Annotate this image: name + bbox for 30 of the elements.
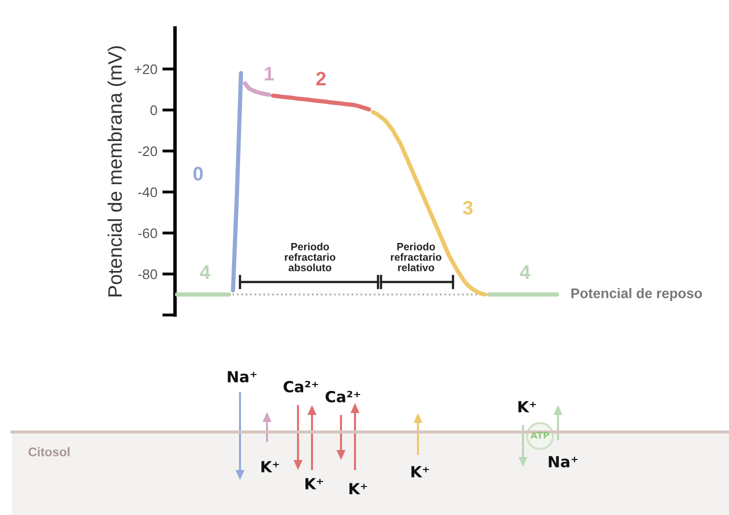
text: K⁺ <box>261 461 279 472</box>
line-series <box>270 94 372 112</box>
text: K⁺ <box>305 478 323 490</box>
ref-line-label: Potencial de reposo <box>571 288 702 301</box>
y-tick-label: 0 <box>150 105 158 116</box>
text: ATP <box>530 432 550 438</box>
series-label: 2 <box>316 72 326 86</box>
annotation: Periodo refractario relativo <box>390 242 442 272</box>
text: Citosol <box>28 447 70 456</box>
series-label: 3 <box>462 200 473 215</box>
series-label: 1 <box>264 67 274 80</box>
y-tick-label: +20 <box>134 64 158 74</box>
text: K⁺ <box>518 401 536 412</box>
annotation: Periodo refractario absoluto <box>284 242 336 272</box>
line-series <box>370 110 488 297</box>
y-tick-label: -20 <box>138 146 158 156</box>
text: Na⁺ <box>548 456 578 468</box>
text: K⁺ <box>411 466 429 478</box>
series-label: 4 <box>200 265 210 279</box>
text: K⁺ <box>349 483 367 494</box>
y-axis-title: Potencial de membrana (mV) <box>108 46 126 296</box>
line-series <box>242 81 272 97</box>
series-label: 0 <box>193 166 203 181</box>
y-tick-label: -40 <box>138 187 158 198</box>
y-tick-label: -60 <box>138 228 158 238</box>
text: Na⁺ <box>228 371 257 382</box>
text: Ca²⁺ <box>284 380 318 392</box>
y-tick-label: -80 <box>138 269 158 280</box>
text: 4 <box>520 265 530 279</box>
text: Ca²⁺ <box>326 390 360 402</box>
